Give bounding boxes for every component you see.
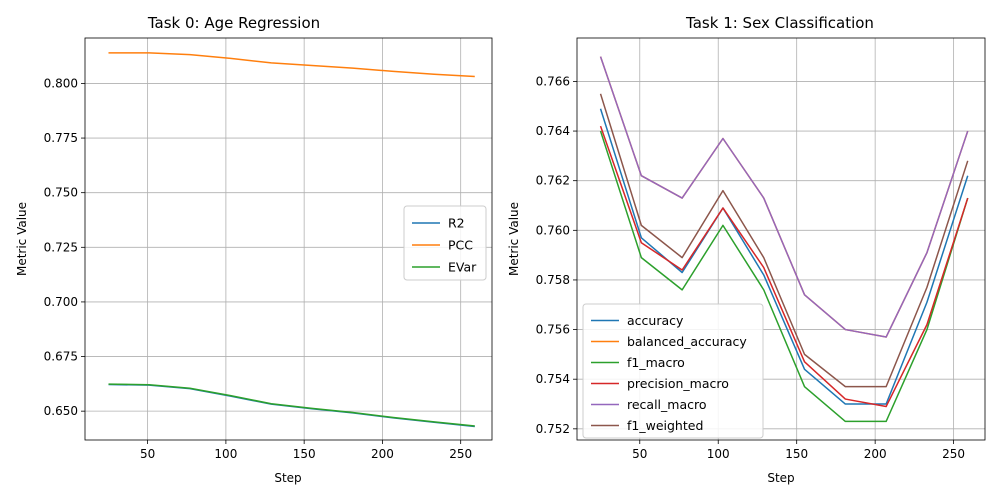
y-tick-label: 0.766 — [536, 74, 570, 88]
legend-box — [403, 205, 487, 281]
chart-title: Task 1: Sex Classification — [685, 14, 874, 32]
x-axis-label: Step — [274, 471, 301, 485]
series-lines — [108, 52, 475, 428]
x-tick-label: 200 — [371, 447, 394, 461]
y-axis-label: Metric Value — [507, 202, 521, 276]
legend: R2 PCC EVar — [403, 205, 487, 281]
x-tick-label: 250 — [942, 447, 965, 461]
y-tick-label: 0.725 — [44, 240, 78, 254]
plot-frame — [84, 37, 493, 441]
series-line-balanced-accuracy — [599, 56, 969, 338]
y-tick-label: 0.760 — [536, 223, 570, 237]
x-axis-label: Step — [767, 471, 794, 485]
legend-label: f1_macro — [627, 355, 685, 370]
series-line-f1-macro — [599, 130, 969, 423]
y-tick-label: 0.754 — [536, 372, 570, 386]
legend-box — [582, 303, 764, 439]
x-tick-label: 50 — [632, 447, 647, 461]
y-tick-label: 0.775 — [44, 131, 78, 145]
legend-label: balanced_accuracy — [627, 334, 747, 349]
series-lines — [599, 56, 969, 423]
y-tick-label: 0.700 — [44, 295, 78, 309]
plot-frame — [576, 37, 986, 441]
tick-labels: 50 100 150 200 250 0.650 0.675 0.700 0.725 0.750 0… — [44, 76, 473, 461]
x-tick-label: 250 — [449, 447, 472, 461]
legend-label: PCC — [448, 238, 473, 253]
x-tick-label: 150 — [785, 447, 808, 461]
series-line-accuracy — [599, 108, 969, 405]
legend-label: EVar — [448, 260, 477, 275]
tick-labels: 50 100 150 200 250 0.752 0.754 0.756 0.758 0.760 0… — [536, 74, 965, 461]
y-tick-label: 0.764 — [536, 124, 570, 138]
x-tick-label: 200 — [864, 447, 887, 461]
x-tick-label: 50 — [140, 447, 155, 461]
y-axis-label: Metric Value — [15, 202, 29, 276]
y-tick-label: 0.762 — [536, 174, 570, 188]
chart-age-regression: Task 0: Age Regression 50 100 150 200 250 0.6… — [15, 14, 493, 485]
x-tick-label: 100 — [707, 447, 730, 461]
legend-label: accuracy — [627, 313, 684, 328]
y-tick-label: 0.675 — [44, 350, 78, 364]
x-tick-label: 150 — [293, 447, 316, 461]
legend: accuracy balanced_accuracy f1_macroprecisi… — [582, 303, 764, 439]
series-line-pcc — [108, 52, 475, 78]
x-tick-label: 100 — [214, 447, 237, 461]
legend-label: precision_macro — [627, 376, 729, 391]
legend-label: recall_macro — [627, 397, 707, 412]
series-line-precision-macro — [599, 125, 969, 408]
series-line-evar — [108, 383, 475, 427]
y-tick-label: 0.758 — [536, 273, 570, 287]
chart-title: Task 0: Age Regression — [147, 14, 320, 32]
series-line-f1-weighted — [599, 93, 969, 388]
legend-label: R2 — [448, 216, 465, 231]
legend-label: f1_weighted — [627, 418, 703, 433]
series-line-recall-macro — [599, 56, 969, 338]
y-tick-label: 0.750 — [44, 186, 78, 200]
chart-sex-classification: Task 1: Sex Classification 50 100 150 200 25… — [507, 14, 986, 485]
y-tick-label: 0.756 — [536, 323, 570, 337]
y-tick-label: 0.800 — [44, 76, 78, 90]
y-tick-label: 0.650 — [44, 404, 78, 418]
y-tick-label: 0.752 — [536, 422, 570, 436]
